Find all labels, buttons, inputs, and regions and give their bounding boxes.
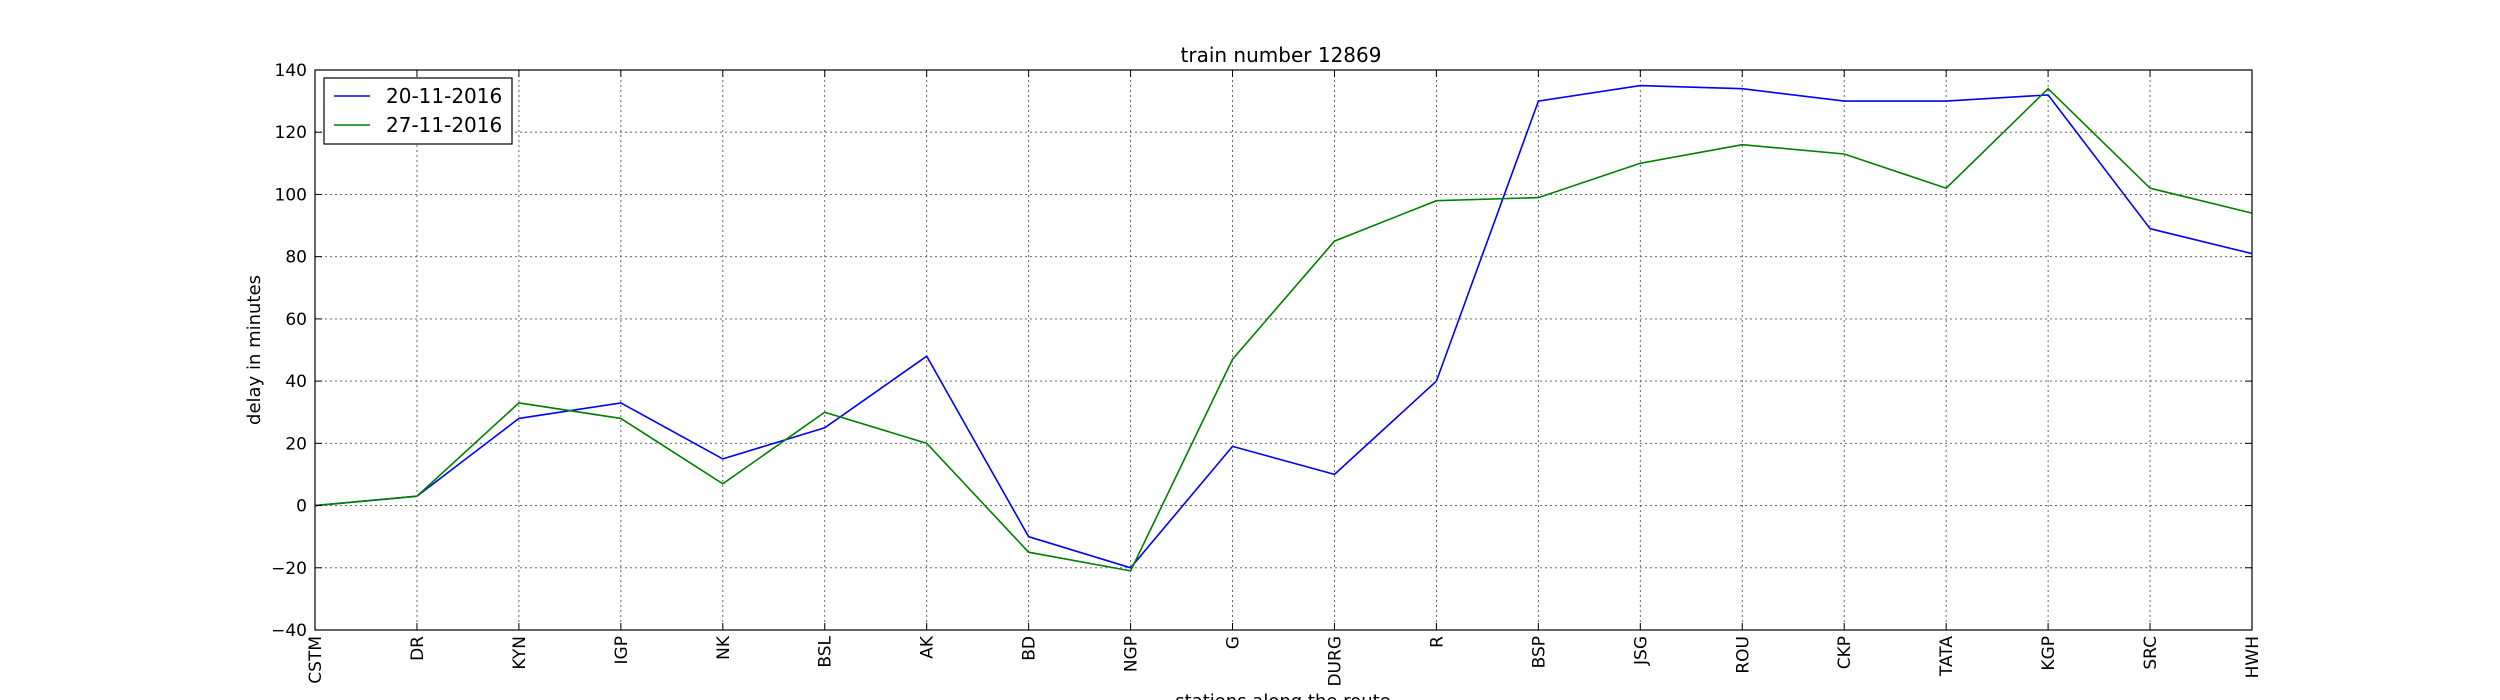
x-tick-label: G (1224, 636, 1244, 649)
x-tick-label: NK (714, 635, 734, 660)
x-tick-label: DURG (1325, 636, 1345, 687)
x-axis: CSTM DR KYN IGP NK BSL AK BD NGP G DURG R BSP JSG ROU C… (306, 70, 2263, 687)
y-tick-label: 40 (285, 372, 307, 392)
x-tick-label: BSP (1529, 636, 1549, 668)
y-axis-label: delay in minutes (244, 275, 265, 425)
chart-title: train number 12869 (1181, 43, 1382, 67)
x-tick-label: DR (408, 636, 428, 661)
legend: 20-11-2016 27-11-2016 (323, 77, 513, 145)
y-tick-label: 60 (285, 310, 307, 330)
y-tick-label: 100 (275, 185, 307, 205)
legend-label-1: 27-11-2016 (386, 113, 502, 137)
series-layer (314, 84, 2253, 572)
x-tick-label: KYN (510, 636, 530, 670)
x-tick-label: CSTM (306, 636, 326, 684)
x-tick-label: HWH (2243, 636, 2263, 678)
x-tick-label: SRC (2141, 636, 2161, 670)
y-tick-label: −40 (271, 621, 307, 641)
y-tick-label: 80 (285, 248, 307, 268)
series-line-0 (314, 84, 2253, 569)
x-axis-label: stations along the route (1175, 691, 1390, 700)
x-tick-label: TATA (1937, 636, 1957, 677)
y-tick-label: 0 (296, 497, 307, 517)
x-tick-label: BD (1020, 636, 1040, 661)
plot-frame (314, 69, 2253, 631)
y-tick-label: 20 (285, 434, 307, 454)
x-tick-label: AK (918, 635, 938, 659)
grid (314, 69, 2253, 631)
x-tick-label: IGP (612, 636, 632, 664)
y-axis: −40 −20 0 20 40 60 80 100 120 140 (271, 61, 2252, 641)
y-tick-label: 120 (275, 123, 307, 143)
x-tick-label: R (1427, 636, 1447, 648)
x-tick-label: KGP (2039, 636, 2059, 671)
legend-label-0: 20-11-2016 (386, 84, 502, 108)
y-tick-label: −20 (271, 559, 307, 579)
y-tick-label: 140 (275, 61, 307, 81)
series-line-1 (314, 87, 2253, 572)
x-tick-label: JSG (1631, 636, 1651, 666)
x-tick-label: CKP (1835, 636, 1855, 669)
legend-frame (323, 77, 513, 145)
x-tick-label: BSL (816, 635, 836, 667)
x-tick-label: ROU (1733, 636, 1753, 674)
x-tick-label: NGP (1122, 636, 1142, 672)
